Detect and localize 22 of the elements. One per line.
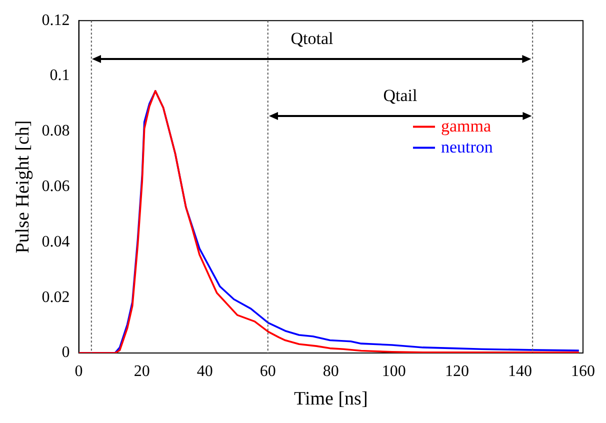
y-tick-label: 0 (62, 344, 70, 362)
legend-label: gamma (441, 116, 492, 136)
y-tick-label: 0.1 (50, 67, 70, 84)
x-tick-label: 140 (508, 362, 532, 380)
annotation: Qtail (382, 86, 418, 106)
y-axis-title: Pulse Height [ch] (12, 120, 34, 254)
y-tick-label: 0.02 (42, 288, 70, 306)
y-tick-label: 0.06 (42, 178, 70, 196)
annotation: Qtotal (290, 28, 334, 49)
x-tick-label: 60 (260, 362, 276, 380)
x-axis-title: Time [ns] (294, 388, 368, 410)
x-tick-label: 40 (196, 362, 213, 380)
x-tick-label: 120 (444, 362, 469, 380)
y-tick-label: 0.12 (42, 12, 70, 29)
x-tick-label: 100 (382, 362, 406, 380)
x-tick-label: 0 (74, 362, 83, 380)
legend-label: neutron (441, 137, 494, 156)
x-tick-label: 160 (571, 362, 595, 380)
y-tick-label: 0.08 (42, 122, 70, 140)
y-tick-label: 0.04 (42, 233, 70, 250)
x-tick-label: 20 (134, 362, 150, 380)
x-tick-label: 80 (322, 362, 339, 380)
